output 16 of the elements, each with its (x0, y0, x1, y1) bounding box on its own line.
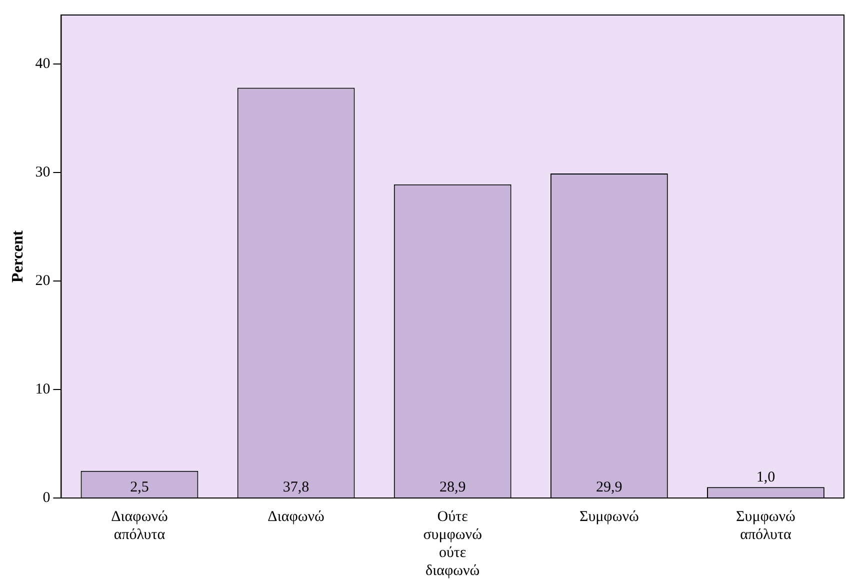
x-tick-label: Συμφωνώ απόλυτα (736, 508, 796, 543)
data-label: 2,5 (130, 479, 149, 496)
data-label: 37,8 (282, 479, 310, 496)
data-label: 29,9 (596, 479, 622, 496)
x-tick-label: Διαφωνώ (268, 508, 325, 525)
x-tick-label: Συμφωνώ (579, 508, 639, 525)
x-tick-label: Ούτε συμφωνώ ούτε διαφωνώ (423, 508, 482, 579)
y-tick-label: 30 (35, 164, 50, 180)
data-label: 28,9 (439, 479, 466, 496)
y-tick-label: 40 (35, 56, 50, 72)
y-tick-label: 0 (42, 490, 50, 506)
y-tick-label: 10 (35, 381, 50, 398)
data-label: 1,0 (756, 470, 776, 486)
x-tick-label: Διαφωνώ απόλυτα (111, 508, 168, 543)
y-axis-title: Percent (10, 230, 27, 283)
y-tick-label: 20 (35, 272, 50, 289)
